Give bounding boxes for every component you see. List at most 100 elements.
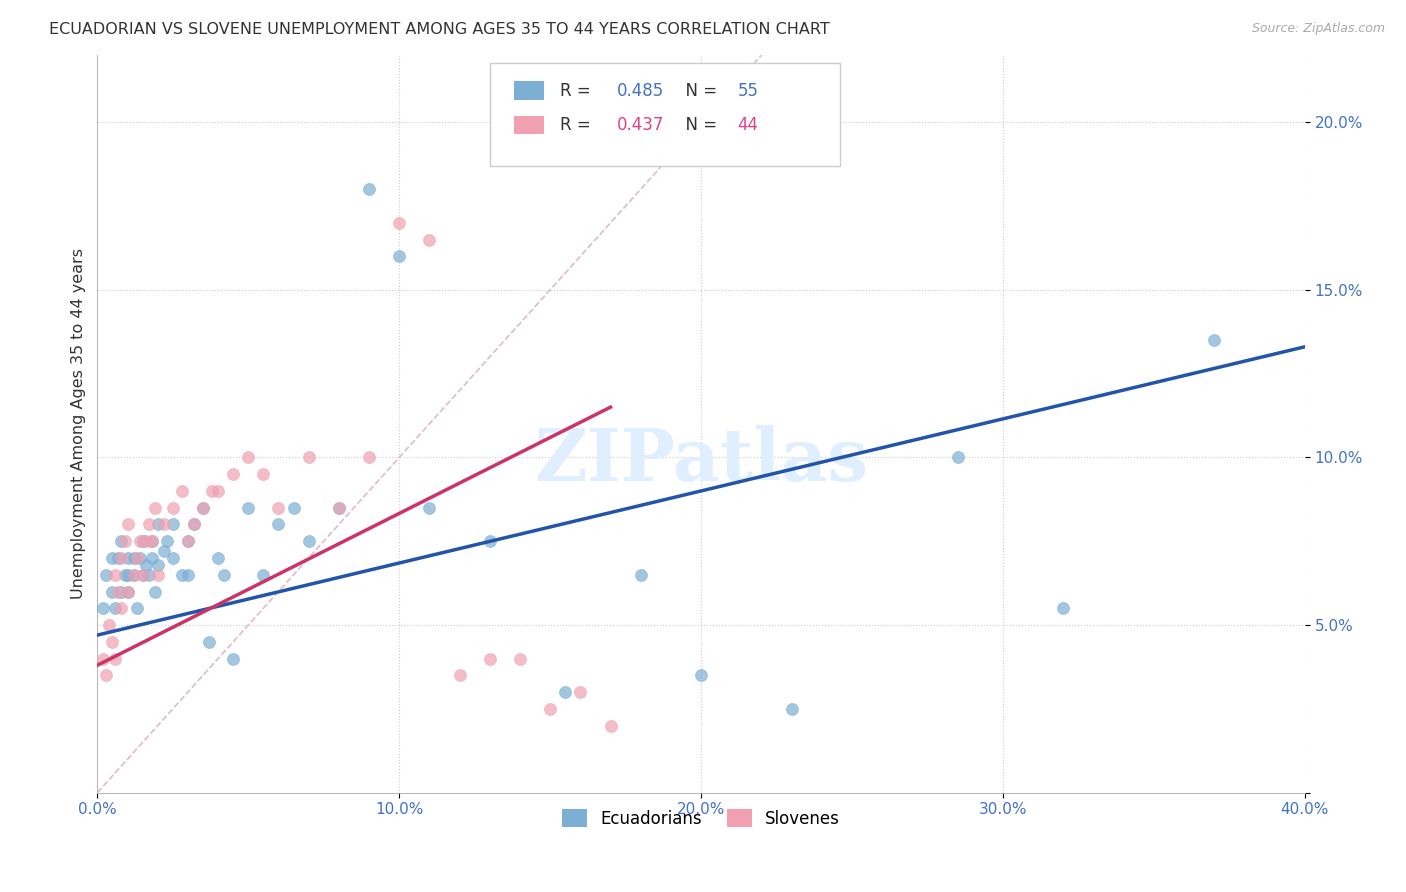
Slovenes <box>449 668 471 682</box>
Ecuadorians <box>267 517 290 532</box>
Slovenes <box>104 567 127 582</box>
Ecuadorians <box>117 584 139 599</box>
Text: ZIPatlas: ZIPatlas <box>534 425 868 496</box>
Ecuadorians <box>191 500 214 515</box>
Slovenes <box>96 668 118 682</box>
Ecuadorians <box>554 685 576 699</box>
Slovenes <box>252 467 274 482</box>
Ecuadorians <box>156 534 179 549</box>
Slovenes <box>238 450 260 465</box>
Slovenes <box>267 500 290 515</box>
Ecuadorians <box>114 567 136 582</box>
Slovenes <box>538 702 561 716</box>
Slovenes <box>418 233 440 247</box>
Slovenes <box>509 651 531 665</box>
Slovenes <box>122 567 145 582</box>
Slovenes <box>183 517 205 532</box>
Slovenes <box>110 601 132 615</box>
Slovenes <box>117 517 139 532</box>
Ecuadorians <box>212 567 235 582</box>
Slovenes <box>128 534 150 549</box>
Ecuadorians <box>283 500 305 515</box>
Slovenes <box>117 584 139 599</box>
Slovenes <box>138 517 160 532</box>
Text: 0.485: 0.485 <box>617 81 664 100</box>
Ecuadorians <box>170 567 193 582</box>
Text: N =: N = <box>675 81 721 100</box>
Ecuadorians <box>388 249 411 263</box>
Slovenes <box>162 500 184 515</box>
Y-axis label: Unemployment Among Ages 35 to 44 years: Unemployment Among Ages 35 to 44 years <box>72 248 86 599</box>
FancyBboxPatch shape <box>515 116 544 135</box>
Slovenes <box>222 467 245 482</box>
Slovenes <box>93 651 115 665</box>
Ecuadorians <box>690 668 713 682</box>
Ecuadorians <box>107 551 129 566</box>
Slovenes <box>478 651 501 665</box>
Slovenes <box>152 517 174 532</box>
Slovenes <box>357 450 380 465</box>
Ecuadorians <box>125 601 148 615</box>
Slovenes <box>146 567 169 582</box>
Slovenes <box>114 534 136 549</box>
Ecuadorians <box>207 551 229 566</box>
Ecuadorians <box>162 551 184 566</box>
Slovenes <box>191 500 214 515</box>
Slovenes <box>131 567 153 582</box>
Text: Source: ZipAtlas.com: Source: ZipAtlas.com <box>1251 22 1385 36</box>
Ecuadorians <box>101 584 124 599</box>
Slovenes <box>388 216 411 230</box>
Ecuadorians <box>122 551 145 566</box>
Text: N =: N = <box>675 116 721 134</box>
FancyBboxPatch shape <box>489 62 839 166</box>
Ecuadorians <box>117 567 139 582</box>
Ecuadorians <box>418 500 440 515</box>
Slovenes <box>328 500 350 515</box>
Slovenes <box>143 500 166 515</box>
Ecuadorians <box>946 450 969 465</box>
Ecuadorians <box>152 544 174 558</box>
Slovenes <box>104 651 127 665</box>
Slovenes <box>98 618 121 632</box>
Slovenes <box>177 534 200 549</box>
Ecuadorians <box>328 500 350 515</box>
Ecuadorians <box>104 601 127 615</box>
Ecuadorians <box>101 551 124 566</box>
Slovenes <box>207 483 229 498</box>
Ecuadorians <box>131 567 153 582</box>
Slovenes <box>298 450 321 465</box>
Ecuadorians <box>177 534 200 549</box>
Ecuadorians <box>177 567 200 582</box>
Legend: Ecuadorians, Slovenes: Ecuadorians, Slovenes <box>554 801 848 836</box>
Text: 0.437: 0.437 <box>617 116 664 134</box>
Ecuadorians <box>238 500 260 515</box>
Slovenes <box>125 551 148 566</box>
Ecuadorians <box>138 567 160 582</box>
Text: 44: 44 <box>737 116 758 134</box>
Slovenes <box>170 483 193 498</box>
Ecuadorians <box>143 584 166 599</box>
Ecuadorians <box>478 534 501 549</box>
Ecuadorians <box>780 702 803 716</box>
Slovenes <box>110 551 132 566</box>
Slovenes <box>201 483 224 498</box>
Slovenes <box>569 685 592 699</box>
Ecuadorians <box>117 551 139 566</box>
Ecuadorians <box>146 558 169 572</box>
Ecuadorians <box>131 534 153 549</box>
Ecuadorians <box>630 567 652 582</box>
Ecuadorians <box>141 534 163 549</box>
Ecuadorians <box>357 182 380 196</box>
Slovenes <box>141 534 163 549</box>
Ecuadorians <box>110 584 132 599</box>
Text: ECUADORIAN VS SLOVENE UNEMPLOYMENT AMONG AGES 35 TO 44 YEARS CORRELATION CHART: ECUADORIAN VS SLOVENE UNEMPLOYMENT AMONG… <box>49 22 830 37</box>
Ecuadorians <box>122 567 145 582</box>
Ecuadorians <box>162 517 184 532</box>
Slovenes <box>599 718 621 732</box>
Ecuadorians <box>1052 601 1074 615</box>
Text: R =: R = <box>560 116 596 134</box>
Text: 55: 55 <box>737 81 758 100</box>
Ecuadorians <box>96 567 118 582</box>
Ecuadorians <box>93 601 115 615</box>
Slovenes <box>101 635 124 649</box>
